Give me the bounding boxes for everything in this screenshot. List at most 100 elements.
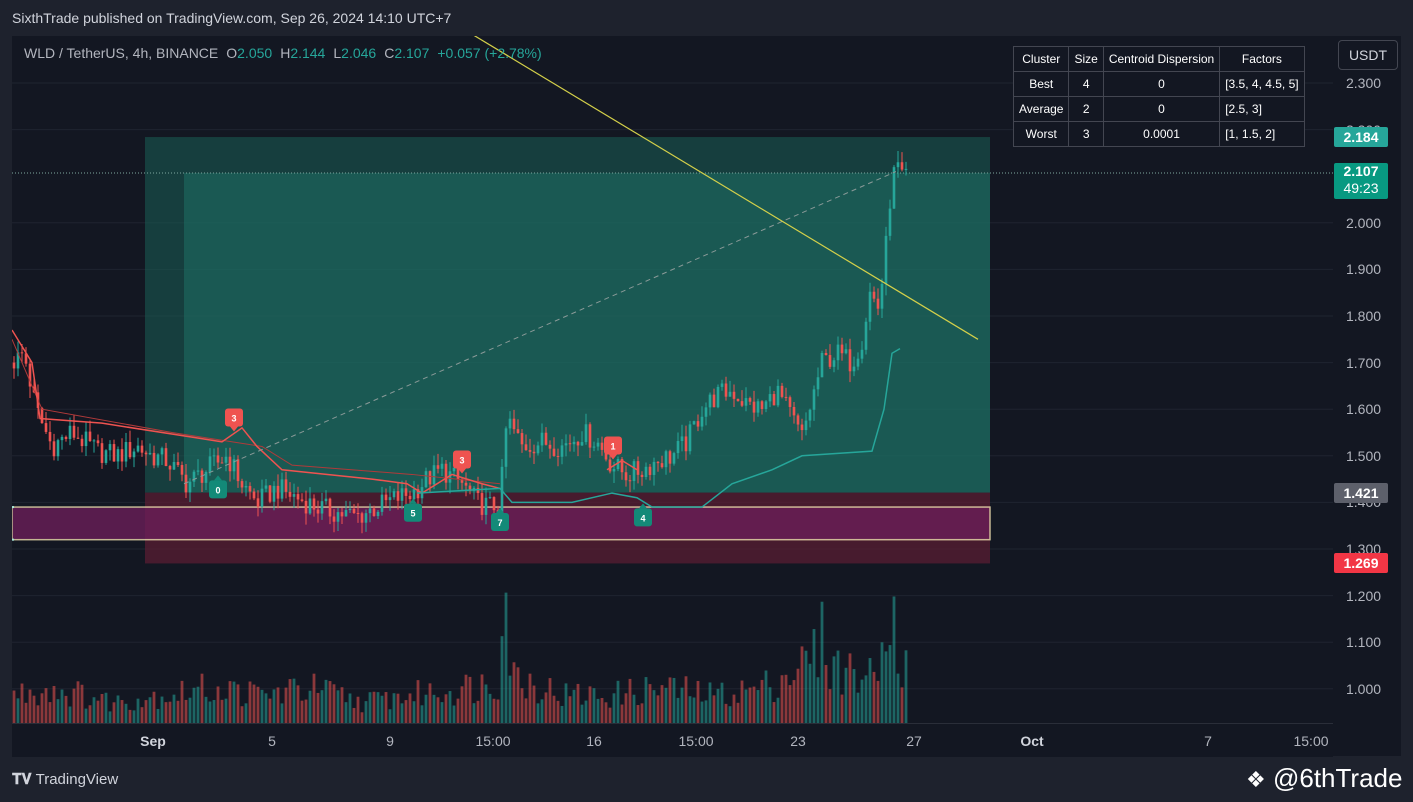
candle-body: [404, 488, 408, 496]
volume-bar: [728, 706, 732, 723]
candle-body: [352, 508, 356, 513]
volume-bar: [560, 705, 564, 723]
candle-body: [676, 441, 680, 454]
signal-pointer: [409, 498, 417, 504]
candle-body: [548, 444, 552, 449]
candle-body: [344, 510, 348, 517]
candle-body: [252, 491, 256, 499]
candle-body: [304, 500, 308, 514]
signal-badge: [453, 450, 471, 469]
volume-bar: [36, 705, 40, 723]
volume-bar: [896, 673, 900, 723]
candle-body: [480, 493, 484, 515]
volume-bar: [904, 650, 908, 723]
candle-body: [104, 450, 108, 463]
volume-bar: [108, 711, 112, 723]
signal-count: 3: [231, 414, 236, 424]
candle-body: [96, 440, 100, 444]
candle-body: [768, 394, 772, 402]
volume-bar: [260, 689, 264, 723]
candle-body: [28, 363, 32, 387]
candle-body: [876, 298, 880, 309]
volume-bar: [656, 695, 660, 723]
volume-bar: [16, 698, 20, 723]
time-tick-label: 15:00: [475, 733, 511, 749]
volume-bar: [532, 685, 536, 723]
candle-body: [792, 406, 796, 416]
volume-bar: [132, 710, 136, 723]
volume-bar: [636, 705, 640, 723]
volume-bar: [752, 686, 756, 723]
candle-body: [688, 424, 692, 452]
signal-count: 1: [610, 441, 615, 451]
volume-bar: [556, 700, 560, 723]
volume-bar: [208, 701, 212, 723]
volume-bar: [780, 675, 784, 723]
volume-bar: [856, 692, 860, 723]
buy-signal-label: 7: [491, 508, 509, 532]
volume-bar: [688, 696, 692, 723]
volume-bar: [200, 673, 204, 723]
volume-bar: [476, 700, 480, 723]
volume-bar: [472, 703, 476, 723]
brand-text: @6thTrade: [1272, 763, 1403, 793]
candle-body: [724, 383, 728, 397]
volume-bar: [872, 671, 876, 723]
candle-body: [624, 472, 628, 481]
candle-body: [300, 499, 304, 501]
volume-bar: [512, 662, 516, 723]
volume-bar: [672, 677, 676, 723]
table-row: Worst 3 0.0001 [1, 1.5, 2]: [1012, 121, 1305, 147]
volume-bar: [332, 684, 336, 723]
volume-bar: [436, 697, 440, 723]
candle-body: [884, 235, 888, 284]
volume-bar: [80, 684, 84, 723]
candle-body: [264, 485, 268, 489]
candle-body: [648, 466, 652, 475]
price-axis[interactable]: [1333, 36, 1401, 756]
candle-body: [532, 451, 536, 454]
candle-body: [848, 349, 852, 372]
signal-count: 0: [215, 485, 220, 495]
candle-body: [164, 448, 168, 467]
cell: 2: [1068, 96, 1104, 122]
tradingview-logo-text: TradingView: [35, 771, 119, 788]
tradingview-logo[interactable]: 𝐓𝐕 TradingView: [12, 771, 118, 788]
price-tick-label: 1.700: [1346, 354, 1382, 371]
price-label-value: 1.269: [1343, 555, 1379, 572]
candle-body: [144, 452, 148, 455]
candle-body: [288, 491, 292, 497]
table-row: Best 4 0 [3.5, 4, 4.5, 5]: [1012, 71, 1305, 97]
volume-bar: [120, 700, 124, 723]
candle-body: [108, 444, 112, 451]
candle-body: [504, 428, 508, 467]
ohlc-change: +0.057 (+2.78%): [437, 45, 542, 61]
candle-body: [704, 407, 708, 417]
volume-bar: [696, 680, 700, 723]
volume-bar: [84, 708, 88, 723]
volume-bar: [776, 697, 780, 723]
volume-bar: [764, 670, 768, 723]
price-label-value: 1.421: [1343, 484, 1379, 501]
volume-bar: [668, 677, 672, 723]
candle-body: [780, 385, 784, 397]
currency-button[interactable]: USDT: [1338, 40, 1398, 70]
volume-bar: [324, 679, 328, 723]
candle-body: [200, 470, 204, 483]
volume-bar: [680, 687, 684, 723]
signal-pointer: [230, 426, 238, 432]
volume-bar: [900, 687, 904, 723]
volume-bar: [256, 686, 260, 723]
col-size: Size: [1068, 46, 1104, 72]
candle-body: [740, 401, 744, 406]
time-axis[interactable]: [12, 723, 1333, 757]
volume-bar: [864, 675, 868, 723]
volume-bar: [228, 681, 232, 723]
volume-bar: [40, 693, 44, 723]
volume-bar: [488, 693, 492, 723]
sell-signal-label: 1: [604, 436, 622, 460]
volume-bar: [340, 687, 344, 723]
volume-bar: [416, 680, 420, 723]
volume-bar: [520, 688, 524, 723]
